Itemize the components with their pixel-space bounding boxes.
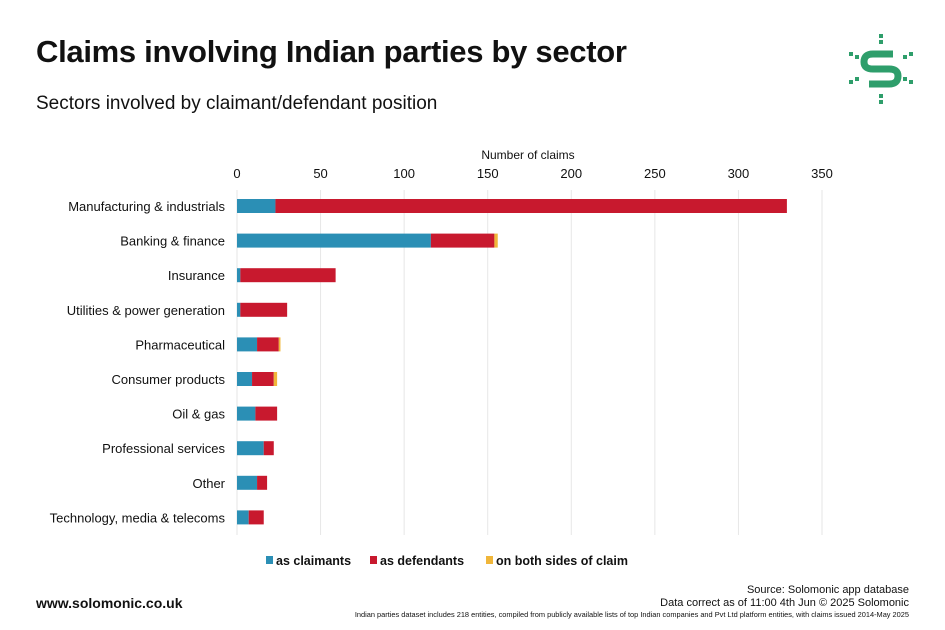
category-label: Technology, media & telecoms <box>50 510 226 525</box>
bar-segment-both <box>273 372 278 386</box>
category-label: Pharmaceutical <box>135 337 225 352</box>
bar-segment-defendants <box>252 372 274 386</box>
legend-swatch-defendants <box>370 556 377 564</box>
bar-segment-claimants <box>237 372 253 386</box>
x-tick-label-100: 100 <box>393 166 415 181</box>
category-label: Manufacturing & industrials <box>68 199 225 214</box>
x-tick-label-0: 0 <box>233 166 240 181</box>
legend-label: as claimants <box>276 554 351 568</box>
bar-segment-defendants <box>263 441 274 456</box>
source-note: Source: Solomonic app database Data corr… <box>355 584 909 620</box>
solomonic-s-logo-icon <box>849 34 913 104</box>
bar-segment-both <box>494 233 498 248</box>
bar-segment-defendants <box>257 475 268 490</box>
category-labels: Manufacturing & industrials Banking & fin… <box>50 199 226 525</box>
dataset-fine-print: Indian parties dataset includes 218 enti… <box>354 610 909 619</box>
legend: as claimants as defendants on both sides o… <box>266 554 628 568</box>
source-text: Source: Solomonic app database <box>746 584 909 596</box>
chart-title: Claims involving Indian parties by secto… <box>36 34 627 69</box>
website-link[interactable]: www.solomonic.co.uk <box>36 595 183 611</box>
bars <box>237 199 787 525</box>
category-label: Consumer products <box>112 372 226 387</box>
bar-segment-claimants <box>237 441 264 456</box>
category-label: Utilities & power generation <box>67 303 225 318</box>
category-label: Insurance <box>168 268 225 283</box>
x-tick-label-200: 200 <box>560 166 582 181</box>
bar-segment-defendants <box>255 406 278 421</box>
bar-segment-defendants <box>240 302 288 317</box>
chart-subtitle: Sectors involved by claimant/defendant p… <box>36 93 438 114</box>
bar-segment-both <box>278 337 281 352</box>
category-label: Banking & finance <box>120 234 225 249</box>
x-axis-label: Number of claims <box>481 148 574 162</box>
legend-label: on both sides of claim <box>496 554 628 568</box>
bar-segment-defendants <box>257 337 279 352</box>
data-date-note: Data correct as of 11:00 4th Jun © 2025 … <box>660 597 909 609</box>
bar-segment-defendants <box>275 199 787 213</box>
bar-segment-claimants <box>237 199 276 213</box>
category-label: Oil & gas <box>172 407 225 422</box>
legend-label: as defendants <box>380 554 464 568</box>
legend-swatch-claimants <box>266 556 273 564</box>
bar-segment-claimants <box>237 475 258 490</box>
bar-segment-claimants <box>237 268 241 283</box>
x-tick-label-300: 300 <box>728 166 750 181</box>
x-tick-label-150: 150 <box>477 166 499 181</box>
bar-segment-defendants <box>248 510 264 525</box>
x-tick-label-50: 50 <box>313 166 327 181</box>
bar-segment-claimants <box>237 302 241 317</box>
bar-segment-claimants <box>237 406 256 421</box>
bar-segment-defendants <box>430 233 495 248</box>
x-axis-ticks: 0 50 100 150 200 250 300 350 <box>233 166 832 181</box>
bar-segment-defendants <box>240 268 336 283</box>
category-label: Other <box>192 476 225 491</box>
category-label: Professional services <box>102 441 225 456</box>
bar-segment-claimants <box>237 510 249 525</box>
bar-segment-claimants <box>237 337 258 352</box>
legend-swatch-both <box>486 556 493 564</box>
x-tick-label-250: 250 <box>644 166 666 181</box>
x-tick-label-350: 350 <box>811 166 833 181</box>
bar-segment-claimants <box>237 233 431 248</box>
